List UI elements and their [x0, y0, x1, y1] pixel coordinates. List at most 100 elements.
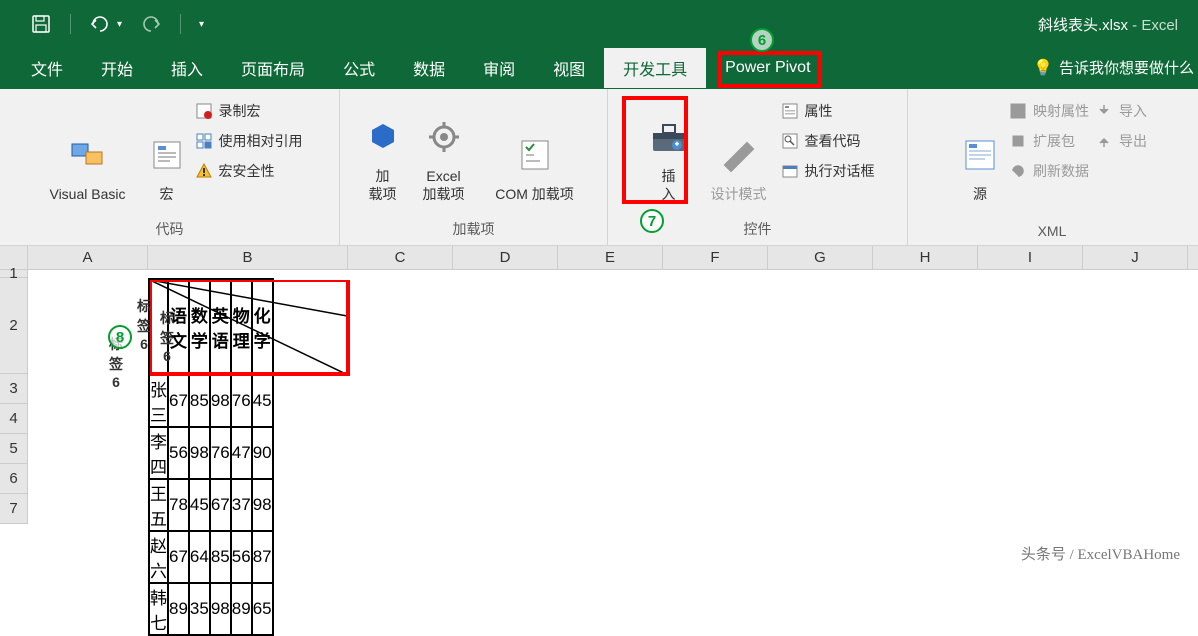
- vb-label: Visual Basic: [49, 185, 125, 203]
- tell-me-search[interactable]: 💡 告诉我你想要做什么: [1033, 57, 1198, 78]
- data-cell[interactable]: 67: [168, 375, 189, 427]
- column-headers: ABCDEFGHIJ: [0, 246, 1198, 270]
- data-cell[interactable]: 67: [210, 479, 231, 531]
- col-head-F[interactable]: F: [663, 246, 768, 269]
- row-head-4[interactable]: 4: [0, 404, 27, 434]
- relative-ref-button[interactable]: 使用相对引用: [195, 131, 303, 151]
- expansion-button[interactable]: 扩展包: [1009, 131, 1089, 151]
- save-icon[interactable]: [30, 13, 52, 35]
- col-head-D[interactable]: D: [453, 246, 558, 269]
- col-head-H[interactable]: H: [873, 246, 978, 269]
- col-head-J[interactable]: J: [1083, 246, 1188, 269]
- data-cell[interactable]: 98: [189, 427, 210, 479]
- design-label: 设计模式: [711, 185, 767, 203]
- tab-developer[interactable]: 开发工具: [604, 47, 706, 88]
- export-button[interactable]: 导出: [1095, 131, 1147, 151]
- document-title: 斜线表头.xlsx - Excel: [1038, 14, 1178, 35]
- data-cell[interactable]: 45: [189, 479, 210, 531]
- diagonal-header-cell[interactable]: 标签 6 标签 6 标签 6: [149, 279, 168, 375]
- watermark: 头条号 / ExcelVBAHome: [1021, 543, 1180, 564]
- group-xml-label: XML: [916, 220, 1188, 243]
- row-head-5[interactable]: 5: [0, 434, 27, 464]
- redo-icon[interactable]: [140, 13, 162, 35]
- row-head-6[interactable]: 6: [0, 464, 27, 494]
- name-cell[interactable]: 赵六: [149, 531, 168, 583]
- data-cell[interactable]: 65: [252, 583, 273, 635]
- record-macro-button[interactable]: 录制宏: [195, 101, 303, 121]
- col-head-B[interactable]: B: [148, 246, 348, 269]
- group-addins: 加 载项 Excel 加载项 COM 加载项 加载项: [340, 89, 608, 245]
- data-cell[interactable]: 98: [252, 479, 273, 531]
- map-props-button[interactable]: 映射属性: [1009, 101, 1089, 121]
- tab-review[interactable]: 审阅: [464, 47, 534, 88]
- col-head-E[interactable]: E: [558, 246, 663, 269]
- data-cell[interactable]: 76: [231, 375, 252, 427]
- source-icon: [963, 131, 997, 179]
- group-xml: 源 映射属性 扩展包 刷新数据 导入 导出 XML: [908, 89, 1196, 245]
- data-cell[interactable]: 76: [210, 427, 231, 479]
- source-label: 源: [973, 185, 987, 203]
- col-head-A[interactable]: A: [28, 246, 148, 269]
- name-cell[interactable]: 张三: [149, 375, 168, 427]
- design-mode-button[interactable]: 设计模式: [703, 95, 775, 203]
- undo-icon[interactable]: [89, 13, 111, 35]
- data-cell[interactable]: 98: [210, 375, 231, 427]
- code-icon: [781, 132, 799, 150]
- tab-data[interactable]: 数据: [394, 47, 464, 88]
- data-cell[interactable]: 98: [210, 583, 231, 635]
- expand-icon: [1009, 132, 1027, 150]
- row-head-3[interactable]: 3: [0, 374, 27, 404]
- col-head-C[interactable]: C: [348, 246, 453, 269]
- bulb-icon: 💡: [1033, 58, 1053, 78]
- macro-icon: [150, 131, 184, 179]
- data-cell[interactable]: 78: [168, 479, 189, 531]
- refresh-icon: [1009, 162, 1027, 180]
- macro-security-button[interactable]: 宏安全性: [195, 161, 303, 181]
- name-cell[interactable]: 韩七: [149, 583, 168, 635]
- tab-view[interactable]: 视图: [534, 47, 604, 88]
- tab-layout[interactable]: 页面布局: [222, 47, 324, 88]
- xml-source-button[interactable]: 源: [957, 95, 1003, 203]
- tab-insert[interactable]: 插入: [152, 47, 222, 88]
- data-cell[interactable]: 47: [231, 427, 252, 479]
- addins-button[interactable]: 加 载项: [358, 95, 408, 203]
- row-head-1[interactable]: 1: [0, 270, 27, 278]
- data-cell[interactable]: 90: [252, 427, 273, 479]
- visual-basic-button[interactable]: Visual Basic: [37, 95, 139, 203]
- data-cell[interactable]: 85: [210, 531, 231, 583]
- data-cell[interactable]: 56: [168, 427, 189, 479]
- record-icon: [195, 102, 213, 120]
- refresh-button[interactable]: 刷新数据: [1009, 161, 1089, 181]
- data-cell[interactable]: 56: [231, 531, 252, 583]
- row-head-7[interactable]: 7: [0, 494, 27, 524]
- macro-label: 宏: [160, 185, 174, 203]
- name-cell[interactable]: 李四: [149, 427, 168, 479]
- data-cell[interactable]: 64: [189, 531, 210, 583]
- col-head-I[interactable]: I: [978, 246, 1083, 269]
- tab-formula[interactable]: 公式: [324, 47, 394, 88]
- data-cell[interactable]: 67: [168, 531, 189, 583]
- checklist-icon: [518, 131, 552, 179]
- data-cell[interactable]: 89: [231, 583, 252, 635]
- grid-icon: [195, 132, 213, 150]
- tab-home[interactable]: 开始: [82, 47, 152, 88]
- annotation-circle-8: 8: [108, 325, 132, 349]
- excel-addins-button[interactable]: Excel 加载项: [414, 95, 474, 203]
- data-cell[interactable]: 37: [231, 479, 252, 531]
- run-dialog-button[interactable]: 执行对话框: [781, 161, 875, 181]
- col-head-G[interactable]: G: [768, 246, 873, 269]
- properties-button[interactable]: 属性: [781, 101, 875, 121]
- view-code-button[interactable]: 查看代码: [781, 131, 875, 151]
- data-cell[interactable]: 87: [252, 531, 273, 583]
- data-cell[interactable]: 89: [168, 583, 189, 635]
- row-head-2[interactable]: 2: [0, 278, 27, 374]
- name-cell[interactable]: 王五: [149, 479, 168, 531]
- data-cell[interactable]: 45: [252, 375, 273, 427]
- import-button[interactable]: 导入: [1095, 101, 1147, 121]
- properties-icon: [781, 102, 799, 120]
- data-cell[interactable]: 85: [189, 375, 210, 427]
- com-addins-button[interactable]: COM 加载项: [480, 95, 590, 203]
- data-cell[interactable]: 35: [189, 583, 210, 635]
- macro-button[interactable]: 宏: [145, 95, 189, 203]
- tab-file[interactable]: 文件: [12, 47, 82, 88]
